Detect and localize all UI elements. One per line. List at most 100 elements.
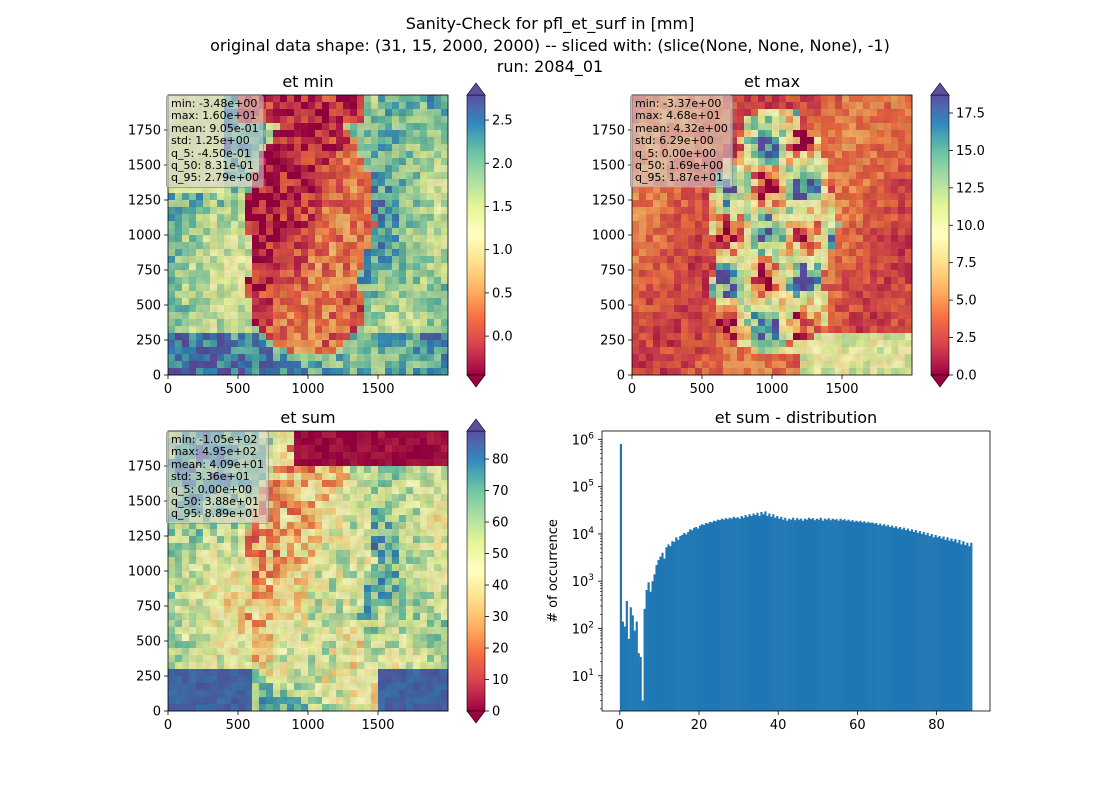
colorbar-tick-label: 0.5 [492,286,513,301]
colorbar-tick-label: 2.5 [956,331,977,346]
suptitle-line-2: original data shape: (31, 15, 2000, 2000… [210,36,890,55]
colorbar [930,94,950,376]
histogram-bar [687,531,690,711]
colorbar-tick-label: 10 [492,673,509,688]
y-tick-label: 1500 [128,159,161,174]
histogram-bar [693,527,696,711]
colorbar-tick-label: 80 [492,453,509,468]
histogram-bar [689,529,692,711]
histogram-bar [627,638,630,711]
histogram-bar [699,525,702,711]
histogram-bar [673,541,676,711]
colorbar-tick-label: 1.0 [492,243,513,258]
histogram-bar [633,630,636,711]
colorbar-tick-label: 1.5 [492,200,513,215]
colorbar-extend-max [466,418,486,432]
colorbar-tick-label: 30 [492,610,509,625]
histogram-bar [681,534,684,711]
colorbar-extend-min [930,374,950,388]
colorbar-extend-min [466,374,486,388]
x-tick-label: 1000 [291,718,324,733]
y-tick-label: 1750 [128,124,161,139]
histogram-bar [716,519,719,711]
panel-title-et-max: et max [743,72,801,91]
colorbar-tick-label: 2.0 [492,157,513,172]
histogram-bar [621,621,624,711]
x-tick-label: 1500 [825,382,858,397]
suptitle-line-3: run: 2084_01 [496,57,604,76]
histogram-bar [641,700,644,711]
colorbar-extend-min [466,710,486,724]
y-tick-label: 1250 [128,530,161,545]
histogram-bar [697,528,700,711]
y-tick-label: 750 [136,600,161,615]
histogram-bar [645,590,648,711]
y-tick-label: 0 [153,369,161,384]
x-tick-label: 0 [164,718,172,733]
colorbar-tick-label: 0 [492,705,500,720]
histogram-bar [669,546,672,711]
colorbar-extend-max [930,82,950,96]
y-tick-label: 1000 [128,229,161,244]
histogram-bar [671,541,674,711]
histogram-bar [677,539,680,711]
x-tick-label: 0 [628,382,636,397]
histogram-bar [661,552,664,711]
colorbar-tick-label: 20 [492,642,509,657]
heatmap-et-min [168,95,449,376]
y-tick-label: 0 [153,705,161,720]
histogram-bar [722,519,725,711]
x-tick-label: 1000 [291,382,324,397]
y-tick-label: 1750 [592,124,625,139]
histogram-bar [718,520,721,711]
colorbar [466,430,486,712]
colorbar-tick-label: 40 [492,579,509,594]
x-tick-label: 500 [226,382,251,397]
y-tick-label: 1750 [128,460,161,475]
suptitle-line-1: Sanity-Check for pfl_et_surf in [mm] [405,14,695,33]
y-tick-label: 1250 [128,194,161,209]
y-tick-label: 500 [136,635,161,650]
histogram-bar [710,522,714,711]
histogram-bar [700,524,704,711]
y-tick-label: 1500 [128,495,161,510]
histogram-bar [651,581,654,711]
colorbar-tick-label: 0.0 [492,330,513,345]
y-tick-label: 750 [600,264,625,279]
histogram-bar [691,530,694,711]
x-tick-label: 500 [226,718,251,733]
histogram-bar [649,591,652,711]
colorbar-tick-label: 7.5 [956,256,977,271]
y-tick-label: 1250 [592,194,625,209]
histogram-bar [635,621,638,711]
panel-title-et-sum-distribution: et sum - distribution [714,408,878,427]
histogram-bar [665,547,668,711]
y-tick-label: 250 [600,334,625,349]
histogram-bar [702,524,706,711]
histogram-bar [695,527,698,711]
colorbar-tick-label: 12.5 [956,181,985,196]
histogram-bar [663,558,666,711]
x-tick-label: 1500 [361,718,394,733]
colorbar-tick-label: 10.0 [956,219,985,234]
histogram-bar [708,521,712,711]
histogram-bar [639,656,642,711]
y-tick-label: 1000 [592,229,625,244]
panel-title-et-min: et min [282,72,334,91]
histogram-bar [637,653,640,711]
y-tick-label: 1000 [128,565,161,580]
x-tick-label: 1500 [361,382,394,397]
histogram-bar [706,523,710,711]
x-tick-label: 500 [690,382,715,397]
histogram-bar [657,560,660,711]
y-tick-label: 250 [136,670,161,685]
histogram-bar [655,565,658,711]
colorbar-tick-label: 70 [492,484,509,499]
histogram-bar [629,607,632,711]
histogram-bar [675,537,678,711]
histogram-bar [712,520,716,711]
histogram-bar [623,626,626,711]
colorbar-tick-label: 50 [492,547,509,562]
y-tick-label: 250 [136,334,161,349]
